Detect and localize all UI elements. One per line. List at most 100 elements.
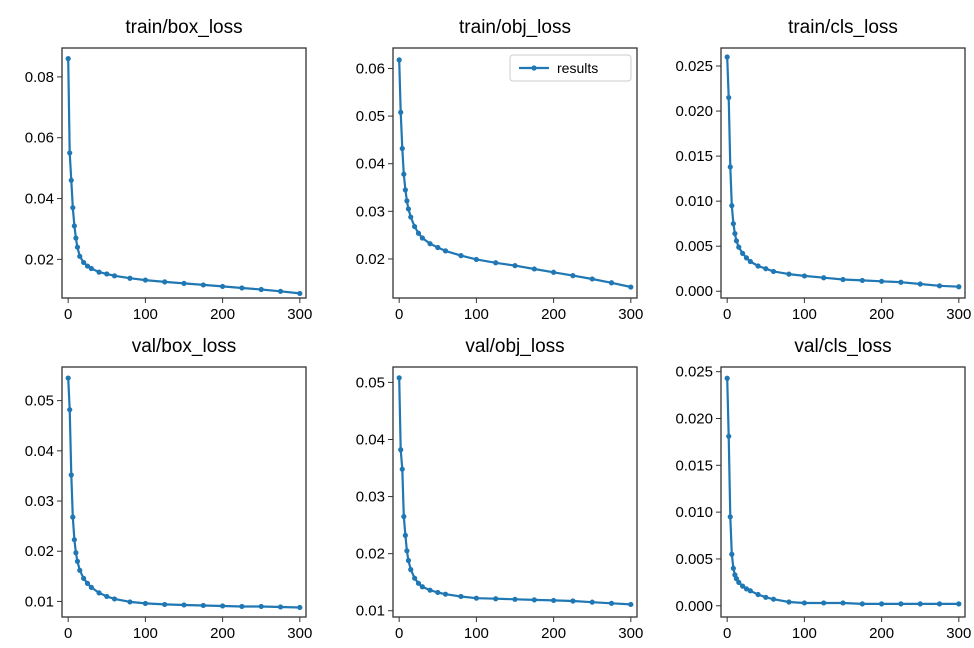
data-point xyxy=(740,583,746,589)
data-point xyxy=(531,597,537,603)
subplot-title: train/box_loss xyxy=(125,17,242,38)
data-point xyxy=(917,601,923,607)
data-point xyxy=(743,255,750,261)
x-tick-label: 300 xyxy=(946,306,971,323)
data-point xyxy=(398,447,404,453)
data-point xyxy=(297,290,303,297)
data-point xyxy=(801,273,807,279)
data-point xyxy=(408,214,414,220)
data-point xyxy=(396,57,402,63)
data-point xyxy=(67,150,73,156)
x-tick-label: 200 xyxy=(210,306,235,323)
data-point xyxy=(786,599,792,605)
y-tick-label: 0.02 xyxy=(25,251,54,268)
data-point xyxy=(493,596,499,602)
data-point xyxy=(442,591,449,597)
data-point xyxy=(419,235,425,241)
data-point xyxy=(65,56,71,62)
data-point xyxy=(936,283,943,289)
y-tick-label: 0.02 xyxy=(356,251,385,268)
data-point xyxy=(821,275,827,281)
data-point xyxy=(531,266,537,272)
y-tick-label: 0.000 xyxy=(675,283,713,300)
data-point xyxy=(736,579,742,585)
data-point xyxy=(724,375,730,381)
data-point xyxy=(402,187,408,193)
data-point xyxy=(917,281,923,287)
x-tick-label: 0 xyxy=(64,625,72,642)
data-point xyxy=(277,604,284,610)
data-point xyxy=(435,244,441,251)
y-tick-label: 0.015 xyxy=(675,457,713,474)
plot-frame xyxy=(392,366,638,618)
y-tick-label: 0.000 xyxy=(675,598,713,615)
data-point xyxy=(755,263,761,269)
x-tick-label: 200 xyxy=(869,306,894,323)
series-line xyxy=(398,58,632,289)
data-point xyxy=(73,550,79,556)
data-point xyxy=(142,277,148,283)
data-point xyxy=(512,596,518,602)
data-point xyxy=(589,276,595,282)
data-point xyxy=(104,271,110,277)
data-point xyxy=(402,532,408,538)
data-point xyxy=(404,548,410,554)
subplot-title: train/obj_loss xyxy=(459,17,571,38)
x-tick-label: 300 xyxy=(946,625,971,642)
data-point xyxy=(398,109,404,115)
data-point xyxy=(551,597,557,604)
y-tick-label: 0.025 xyxy=(675,364,713,381)
data-point xyxy=(956,601,962,607)
data-point xyxy=(405,206,412,212)
data-point xyxy=(512,263,518,269)
data-point xyxy=(770,268,777,275)
data-point xyxy=(71,537,77,543)
data-point xyxy=(70,205,76,211)
data-point xyxy=(415,230,422,236)
data-point xyxy=(840,600,846,606)
y-tick-label: 0.01 xyxy=(25,593,54,610)
data-point xyxy=(743,586,750,592)
data-point xyxy=(415,580,422,586)
subplot-title: train/cls_loss xyxy=(788,17,898,38)
y-tick-label: 0.04 xyxy=(356,156,385,173)
data-point xyxy=(162,601,168,608)
x-tick-label: 0 xyxy=(64,306,72,323)
data-point xyxy=(405,557,412,564)
legend-marker-swatch xyxy=(531,65,537,71)
data-point xyxy=(396,375,402,381)
data-point xyxy=(81,575,87,581)
data-point xyxy=(181,280,187,287)
y-tick-label: 0.03 xyxy=(25,493,54,510)
data-point xyxy=(84,263,91,269)
data-point xyxy=(81,259,87,266)
data-point xyxy=(77,253,83,259)
data-point xyxy=(84,580,91,586)
x-tick-label: 300 xyxy=(287,306,312,323)
data-point xyxy=(608,600,615,606)
data-point xyxy=(399,145,405,152)
data-point xyxy=(401,171,407,177)
x-tick-label: 300 xyxy=(618,625,643,642)
data-point xyxy=(733,238,740,244)
data-point xyxy=(755,591,761,598)
data-point xyxy=(733,576,740,582)
data-point xyxy=(162,279,168,285)
x-tick-label: 200 xyxy=(869,625,894,642)
data-point xyxy=(956,284,962,290)
series-line xyxy=(726,55,960,288)
data-point xyxy=(127,599,133,605)
data-point xyxy=(104,593,110,600)
data-point xyxy=(71,223,77,229)
y-tick-label: 0.06 xyxy=(25,130,54,147)
data-point xyxy=(458,593,464,600)
x-tick-label: 0 xyxy=(395,306,403,323)
data-point xyxy=(628,601,634,608)
y-tick-label: 0.01 xyxy=(356,603,385,620)
data-point xyxy=(747,258,753,265)
y-tick-label: 0.04 xyxy=(356,431,385,448)
data-point xyxy=(879,278,885,284)
data-point xyxy=(628,284,634,290)
x-tick-label: 200 xyxy=(541,306,566,323)
data-point xyxy=(551,269,557,275)
